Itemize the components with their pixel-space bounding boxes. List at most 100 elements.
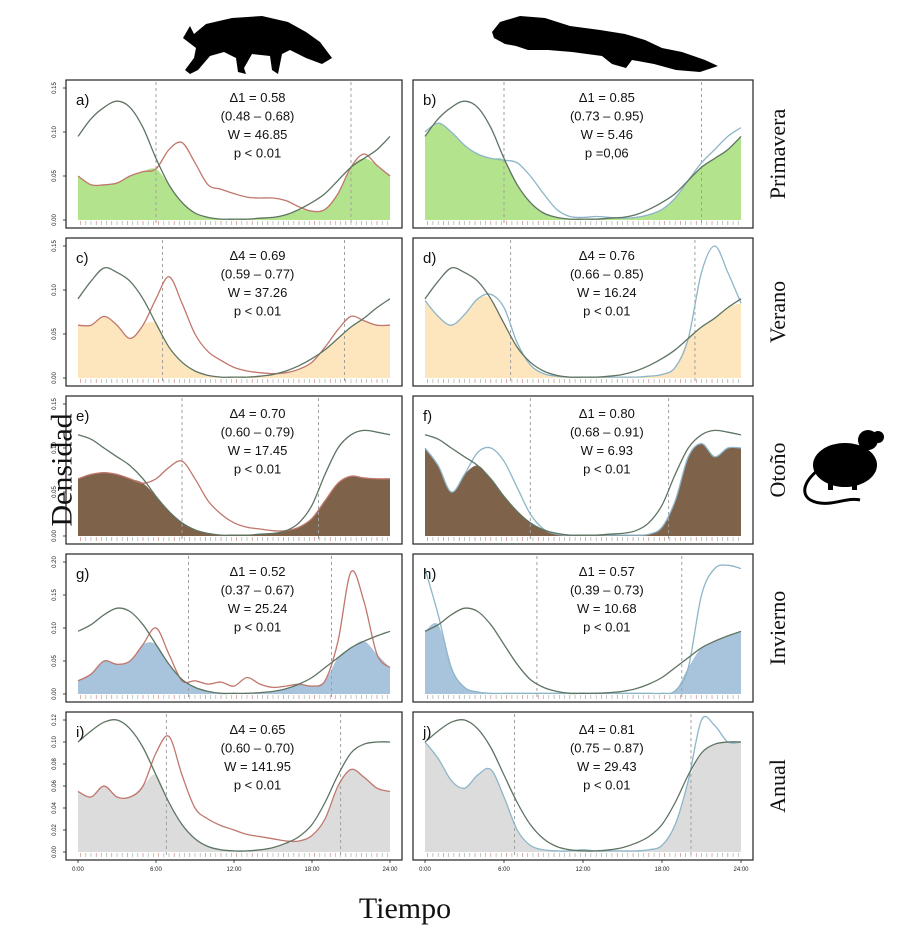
panel-letter: e) [76, 408, 89, 425]
overlap-stat-line: (0.66 – 0.85) [570, 267, 644, 282]
overlap-stat-line: p < 0.01 [234, 778, 281, 793]
marten-silhouette-icon [492, 16, 718, 72]
overlap-stat-line: (0.39 – 0.73) [570, 583, 644, 598]
y-tick-label: 0.15 [52, 82, 58, 94]
overlap-stat-line: (0.75 – 0.87) [570, 741, 644, 756]
y-tick-label: 0.10 [52, 736, 58, 748]
y-tick-label: 0.04 [52, 802, 58, 814]
y-tick-label: 0.15 [52, 398, 58, 410]
overlap-stat-line: Δ4 = 0.70 [230, 406, 286, 421]
y-tick-label: 0.05 [52, 655, 58, 667]
overlap-stat-line: (0.48 – 0.68) [221, 109, 295, 124]
overlap-stat-line: (0.60 – 0.79) [221, 425, 295, 440]
season-label: Verano [765, 281, 790, 343]
panel-letter: a) [76, 92, 89, 109]
y-tick-label: 0.20 [52, 556, 58, 568]
x-tick-label: 0:00 [419, 867, 431, 873]
panel-b: b) Δ1 = 0.85 (0.73 – 0.95) W = 5.46 p =0,06 P… [412, 79, 790, 229]
panel-letter: f) [423, 408, 432, 425]
season-label: Invierno [765, 591, 790, 666]
mouse-density-line [77, 100, 391, 220]
predator-density-line [77, 460, 391, 532]
overlap-stat-line: (0.68 – 0.91) [570, 425, 644, 440]
y-tick-label: 0.10 [52, 126, 58, 138]
overlap-area [78, 472, 390, 536]
y-tick-label: 0.00 [52, 688, 58, 700]
overlap-stat-line: W = 16.24 [577, 285, 637, 300]
y-tick-label: 0.10 [52, 442, 58, 454]
x-tick-label: 18:00 [654, 867, 670, 873]
y-tick-label: 0.06 [52, 780, 58, 792]
overlap-stat-line: (0.37 – 0.67) [221, 583, 295, 598]
overlap-stat-line: W = 5.46 [581, 127, 633, 142]
overlap-stat-line: Δ4 = 0.65 [230, 722, 286, 737]
overlap-stat-line: Δ1 = 0.85 [579, 90, 635, 105]
mouse-density-line [424, 429, 742, 536]
x-tick-label: 6:00 [150, 867, 162, 873]
panel-a: 0.00 0.05 0.10 0.15 a) Δ1 = 0.58 (0.48 – 0.68)… [52, 79, 403, 229]
predator-density-line [424, 715, 742, 852]
overlap-area [425, 123, 741, 220]
overlap-stat-line: W = 17.45 [228, 443, 288, 458]
overlap-stat-line: (0.60 – 0.70) [221, 741, 295, 756]
y-tick-label: 0.00 [52, 846, 58, 858]
overlap-stat-line: Δ1 = 0.52 [230, 564, 286, 579]
y-tick-label: 0.12 [52, 714, 58, 726]
mouse-density-line [77, 267, 391, 378]
x-axis-title: Tiempo [358, 892, 452, 925]
overlap-stat-line: W = 37.26 [228, 285, 288, 300]
overlap-stat-line: (0.59 – 0.77) [221, 267, 295, 282]
y-tick-label: 0.00 [52, 214, 58, 226]
panel-f: f) Δ1 = 0.80 (0.68 – 0.91) W = 6.93 p < 0.01… [412, 395, 790, 545]
y-tick-label: 0.02 [52, 824, 58, 836]
y-tick-label: 0.08 [52, 758, 58, 770]
predator-density-line [77, 735, 391, 843]
panel-j: 0:00 6:00 12:00 18:00 24:00 j) Δ4 = 0.81 (0.75 … [412, 711, 790, 873]
panel-letter: c) [76, 250, 89, 267]
panel-letter: g) [76, 566, 89, 583]
overlap-stat-line: p < 0.01 [234, 146, 281, 161]
panel-letter: i) [76, 724, 84, 741]
overlap-area [425, 296, 741, 378]
overlap-stat-line: (0.73 – 0.95) [570, 109, 644, 124]
mouse-density-line [424, 607, 742, 695]
season-label: Primavera [765, 109, 790, 200]
predator-density-line [77, 141, 391, 213]
overlap-stat-line: Δ1 = 0.80 [579, 406, 635, 421]
overlap-stat-line: Δ4 = 0.81 [579, 722, 635, 737]
panel-letter: d) [423, 250, 436, 267]
y-tick-label: 0.15 [52, 240, 58, 252]
x-tick-label: 12:00 [575, 867, 591, 873]
overlap-area [425, 622, 741, 694]
season-label: Anual [765, 759, 790, 813]
overlap-stat-line: p < 0.01 [583, 778, 630, 793]
y-tick-label: 0.10 [52, 622, 58, 634]
overlap-area [78, 769, 390, 852]
x-tick-label: 12:00 [226, 867, 242, 873]
mouse-density-line [424, 267, 742, 378]
overlap-stat-line: W = 25.24 [228, 601, 288, 616]
overlap-stat-line: W = 6.93 [581, 443, 633, 458]
panel-letter: b) [423, 92, 436, 109]
overlap-stat-line: W = 46.85 [228, 127, 288, 142]
season-label: Otoño [765, 443, 790, 498]
x-tick-label: 24:00 [733, 867, 749, 873]
mouse-density-line [77, 718, 391, 852]
panel-g: 0.00 0.05 0.10 0.15 0.20 g) Δ1 = 0.52 (0.37 – 0… [52, 553, 403, 703]
panel-c: 0.00 0.05 0.10 0.15 c) Δ4 = 0.69 (0.59 – 0.77)… [52, 237, 403, 387]
panel-letter: h) [423, 566, 436, 583]
fox-silhouette-icon [183, 16, 332, 74]
overlap-stat-line: W = 10.68 [577, 601, 637, 616]
x-tick-label: 24:00 [382, 867, 398, 873]
overlap-stat-line: W = 29.43 [577, 759, 637, 774]
overlap-stat-line: Δ1 = 0.58 [230, 90, 286, 105]
mouse-density-line [77, 607, 391, 695]
y-tick-label: 0.10 [52, 284, 58, 296]
predator-density-line [77, 570, 391, 689]
y-tick-label: 0.15 [52, 589, 58, 601]
overlap-stat-line: Δ4 = 0.69 [230, 248, 286, 263]
overlap-stat-line: p < 0.01 [583, 304, 630, 319]
mouse-density-line [77, 429, 391, 536]
overlap-stat-line: p < 0.01 [234, 462, 281, 477]
